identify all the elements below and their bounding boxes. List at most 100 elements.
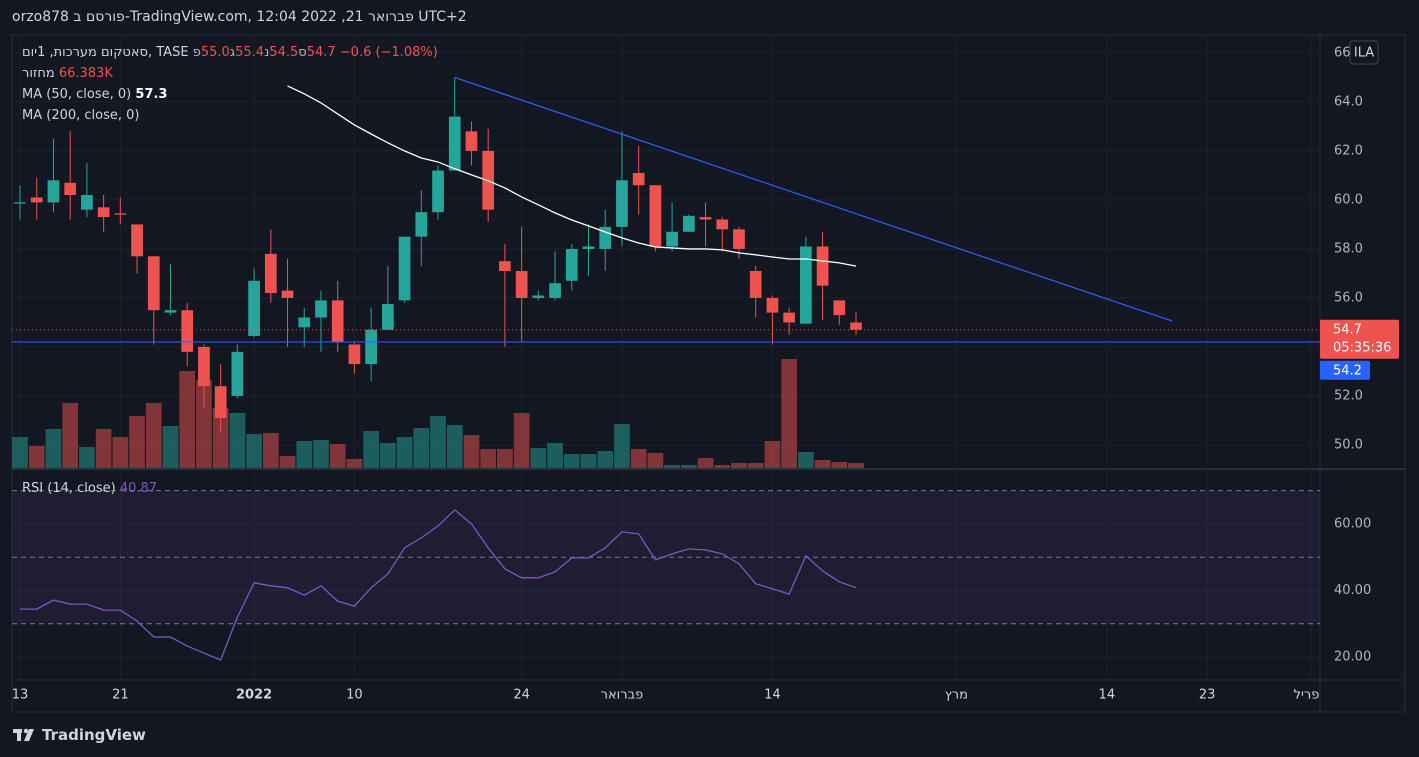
y-tick-label: 58.0 <box>1334 241 1363 256</box>
support-badge-value: 54.2 <box>1333 363 1362 378</box>
candle-body <box>649 185 662 247</box>
volume-bar <box>497 448 513 468</box>
candle-body <box>833 300 846 316</box>
volume-bar <box>798 451 814 468</box>
axes: 50.052.054.056.058.060.062.064.06620.004… <box>1320 45 1399 665</box>
volume-bar <box>614 424 630 468</box>
candle-body <box>699 217 712 220</box>
candle-body <box>248 280 260 336</box>
volume-bar <box>413 428 430 468</box>
ohlc-key: ג <box>229 45 236 60</box>
x-tick-label: 14 <box>1099 688 1116 703</box>
candle-body <box>616 180 628 227</box>
candle-body <box>331 300 344 343</box>
rsi-tick-label: 40.00 <box>1334 583 1371 598</box>
candle-body <box>733 229 745 249</box>
candle-body <box>97 207 110 218</box>
volume-bar <box>62 402 79 468</box>
x-tick-label: 13 <box>12 688 29 703</box>
y-tick-label: 66 <box>1334 45 1351 60</box>
volume-bar <box>664 464 680 468</box>
publish-info: orzo878 פורסם ב-TradingView.com, 12:04 2… <box>12 9 467 25</box>
currency: ILA <box>1354 46 1374 61</box>
volume-bar <box>129 415 145 468</box>
candle-body <box>264 253 277 294</box>
candle-body <box>47 180 60 203</box>
volume-bar <box>212 408 229 468</box>
volume-bar <box>246 434 262 468</box>
volume-bar <box>764 441 781 468</box>
ohlc-key: פ <box>192 45 201 60</box>
ma-value: 57.3 <box>135 87 168 102</box>
volume-bar <box>530 448 547 468</box>
symbol-legend: סאטקום מערכות, 1יום, TASE פ55.0ג55.4נ54.… <box>22 45 438 60</box>
ma-line <box>287 85 857 267</box>
ohlc-key: ס <box>298 45 307 60</box>
rsi-line <box>20 509 857 661</box>
x-tick-label: 14 <box>764 688 781 703</box>
currency-badge[interactable] <box>1349 40 1379 65</box>
change: −0.6 (−1.08%) <box>339 45 438 60</box>
candle-body <box>666 231 678 247</box>
chart-frame <box>11 34 1406 713</box>
volume-value: 66.383K <box>58 66 113 81</box>
volume-bar <box>145 402 162 468</box>
symbol: סאטקום מערכות, 1יום, TASE <box>22 45 189 60</box>
y-tick-label: 64.0 <box>1334 94 1363 109</box>
volume-bar <box>45 428 62 468</box>
volume-bar <box>179 371 196 468</box>
candle-body <box>499 261 511 271</box>
y-tick-label: 52.0 <box>1334 388 1363 403</box>
volume-bar <box>814 460 831 468</box>
candle-body <box>181 310 194 352</box>
x-tick-label: 10 <box>346 688 363 703</box>
volume-bar <box>731 462 747 468</box>
ohlc-key: נ <box>264 45 270 60</box>
candle-body <box>599 226 612 249</box>
candle-body <box>398 236 411 301</box>
volume-bar <box>714 464 731 468</box>
candle-body <box>281 290 294 298</box>
candle-body <box>147 256 160 311</box>
volume-bar <box>112 437 129 468</box>
trendline <box>454 76 1173 322</box>
volume-bar <box>329 444 346 468</box>
volume-bar <box>313 440 329 468</box>
candle-body <box>81 195 93 210</box>
candle-body <box>565 248 578 281</box>
ohlc-value: 55.4 <box>235 45 265 60</box>
candle-body <box>214 386 227 419</box>
volume-bar <box>363 431 380 468</box>
x-tick-label: מרץ <box>945 688 968 703</box>
price-badge-value: 54.7 <box>1333 322 1362 337</box>
ohlc-value: 54.7 <box>306 45 336 60</box>
ohlc-value: 54.5 <box>269 45 299 60</box>
candle-body <box>64 182 77 196</box>
candle-body <box>164 310 177 313</box>
volume-bar <box>547 442 563 468</box>
candle-body <box>465 131 478 151</box>
candle-body <box>432 170 444 213</box>
volume-bar <box>346 458 363 468</box>
volume-bar <box>162 425 179 468</box>
rsi-legend: RSI (14, close) 40.87 <box>22 481 157 496</box>
volume-bar <box>747 462 764 468</box>
price-badge <box>1320 319 1399 359</box>
ohlc: פ55.0ג55.4נ54.5ס54.7 <box>193 45 336 60</box>
volume-bar <box>196 380 212 468</box>
candle-body <box>298 317 311 328</box>
volume-bar <box>680 464 697 468</box>
candle-body <box>632 172 645 186</box>
x-tick-label: פברואר <box>601 688 644 703</box>
rsi-value: 40.87 <box>119 481 158 496</box>
candle-body <box>14 202 26 204</box>
support-badge <box>1320 360 1370 380</box>
brand: TradingView <box>42 726 146 744</box>
candle-body <box>749 270 762 298</box>
candle-body <box>800 246 812 324</box>
volume-bar <box>95 428 112 468</box>
candle-body <box>30 197 43 203</box>
candle-body <box>448 116 461 171</box>
